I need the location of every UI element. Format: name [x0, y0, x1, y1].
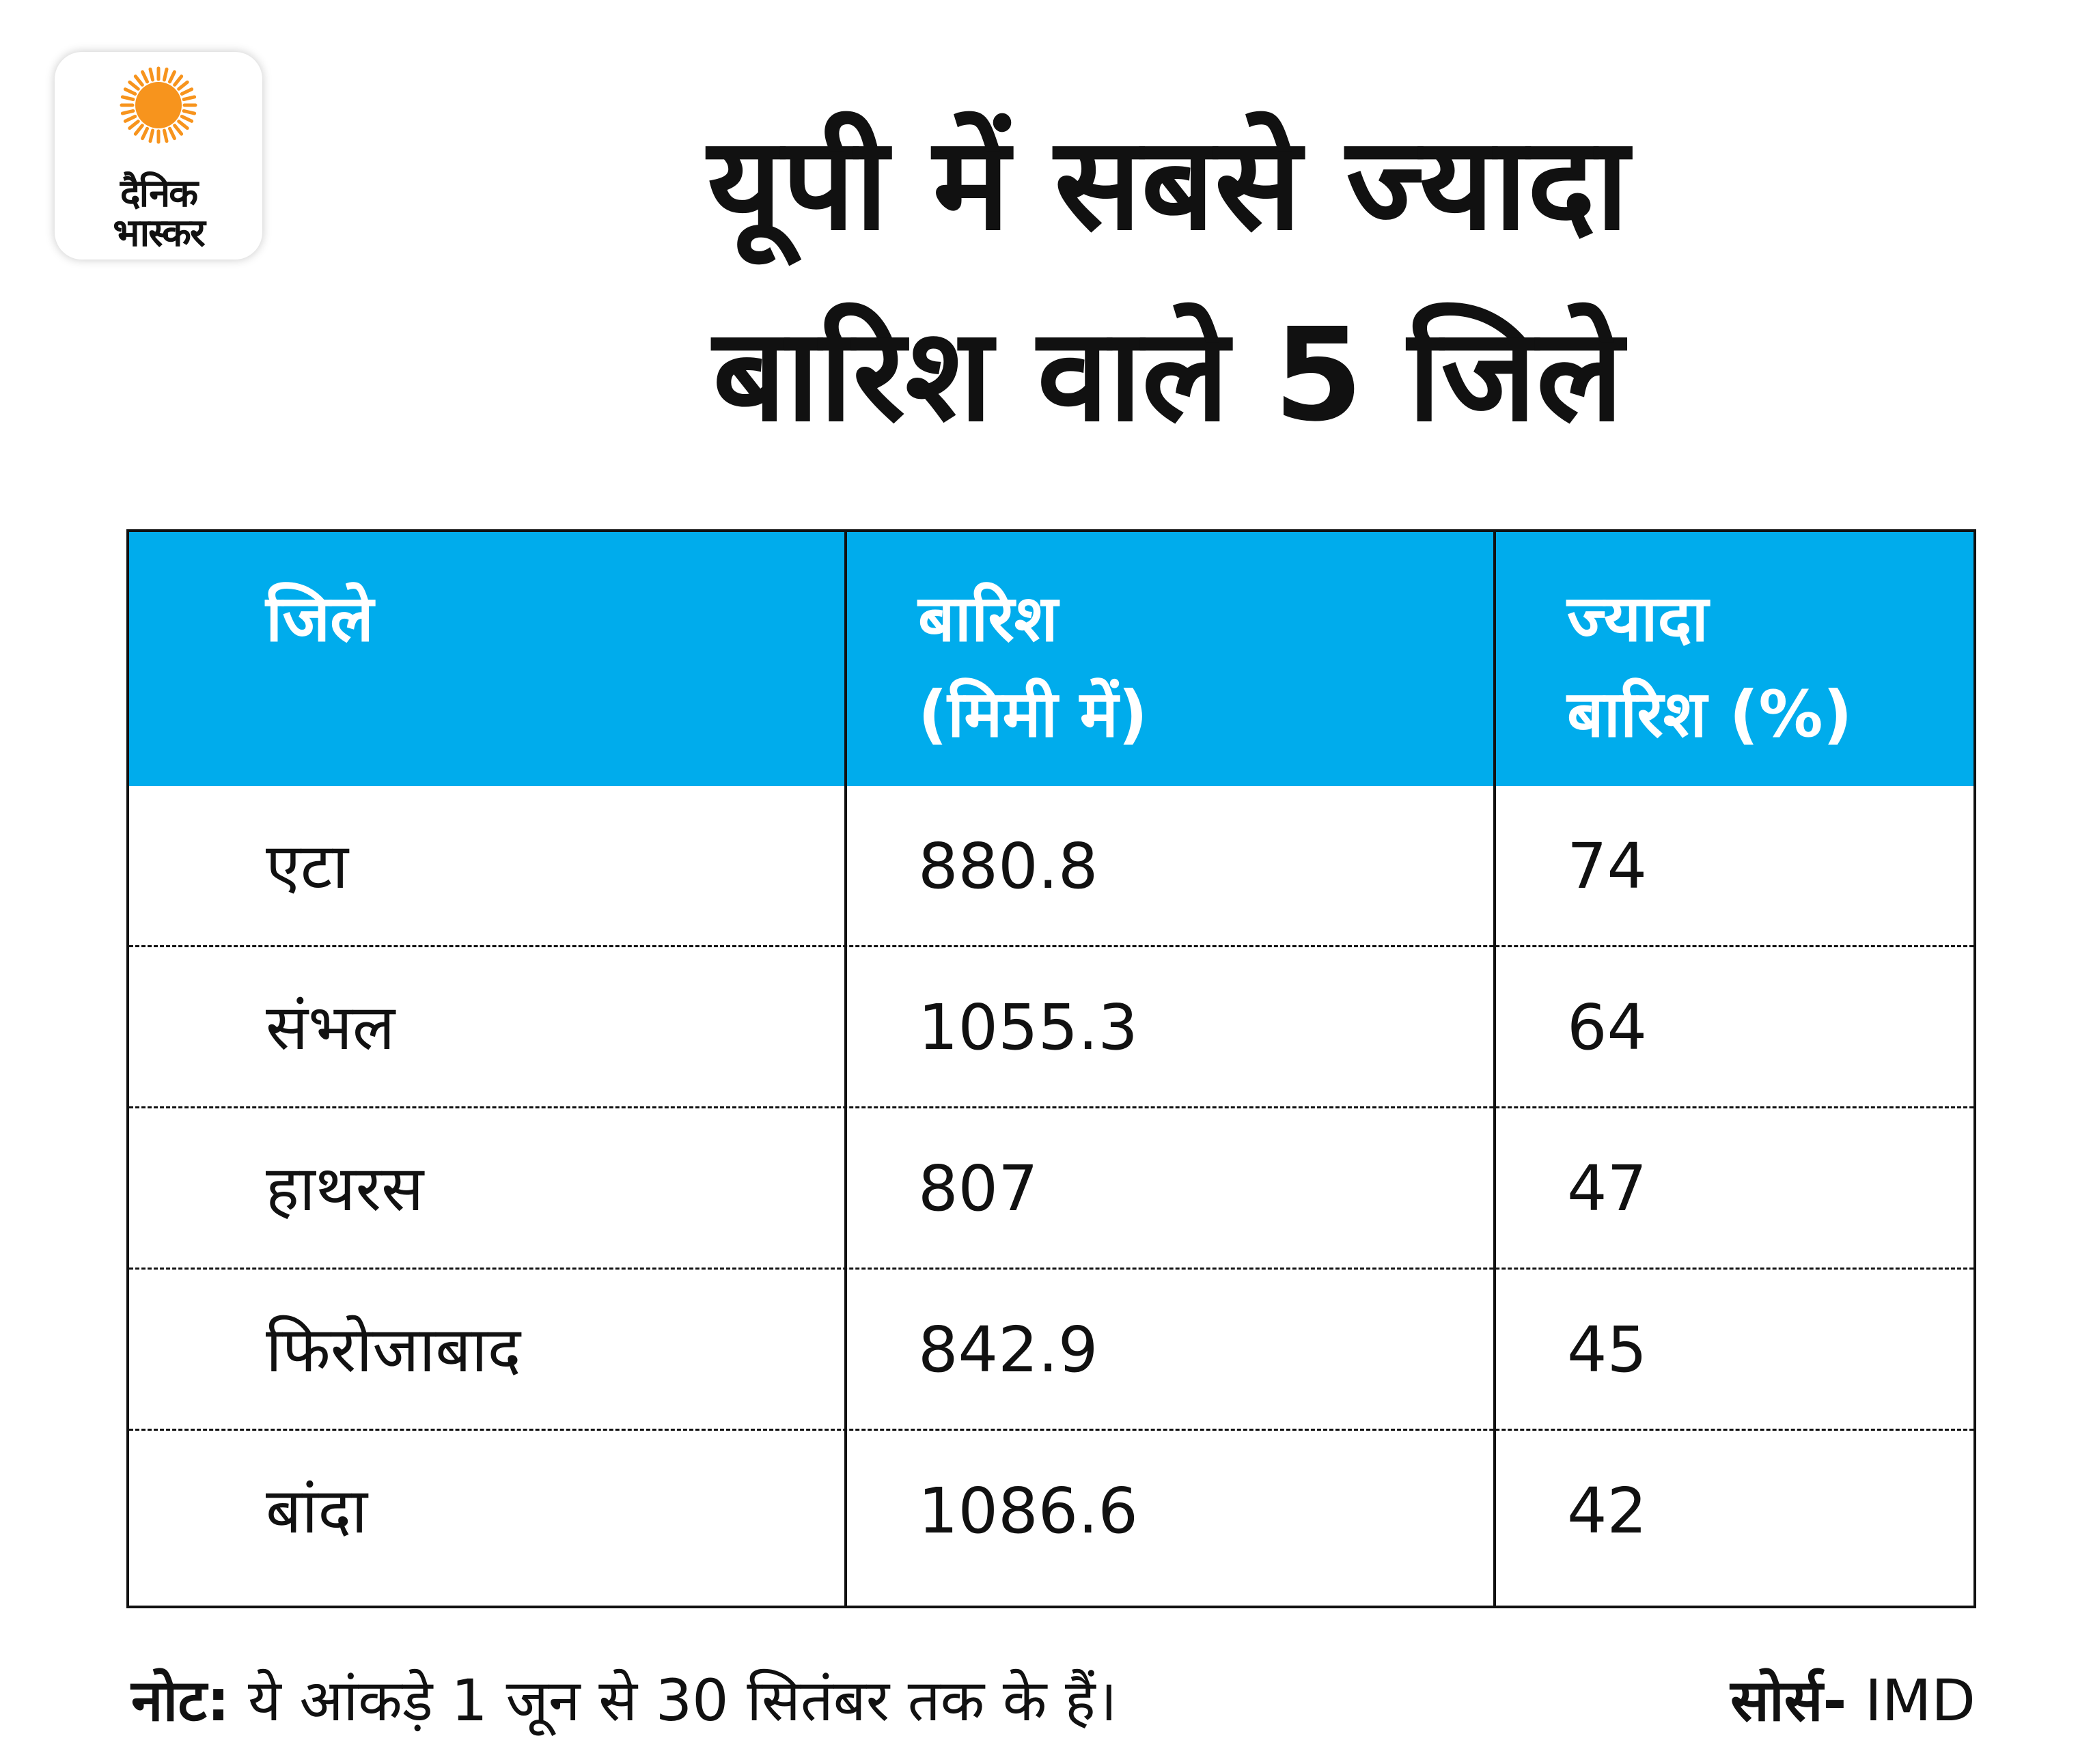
brand-logo: दैनिक भास्कर	[55, 52, 262, 260]
table-row: बांदा 1086.6 42	[129, 1431, 1973, 1592]
footnote: नोट: ये आंकड़े 1 जून से 30 सितंबर तक के …	[131, 1653, 1118, 1748]
rainfall-table: जिले बारिश (मिमी में) ज्यादा बारिश (%) ए…	[126, 529, 1976, 1608]
sun-ray	[148, 128, 155, 143]
sun-ray	[141, 126, 150, 141]
cell-district: फिरोजाबाद	[266, 1313, 521, 1386]
sun-ray	[182, 109, 197, 115]
cell-excess: 47	[1567, 1152, 1648, 1225]
table-row: फिरोजाबाद 842.9 45	[129, 1270, 1973, 1431]
sun-ray	[180, 87, 194, 96]
table-row: संभल 1055.3 64	[129, 947, 1973, 1108]
sun-ray	[173, 74, 184, 87]
cell-district: एटा	[266, 830, 349, 903]
cell-rainfall: 842.9	[918, 1313, 1098, 1386]
sun-ray	[148, 67, 155, 82]
column-divider	[1493, 532, 1496, 1606]
column-header-line1: बारिश	[918, 582, 1058, 656]
column-header-line1: जिले	[266, 582, 374, 656]
source-credit: सोर्स- IMD	[1730, 1653, 1976, 1748]
column-header-district: जिले	[266, 532, 812, 786]
brand-name-line2: भास्कर	[113, 211, 206, 255]
cell-rainfall: 1086.6	[918, 1474, 1138, 1548]
column-header-line2: (मिमी में)	[918, 677, 1148, 752]
source-text: IMD	[1846, 1667, 1976, 1734]
cell-excess: 74	[1567, 830, 1648, 903]
footnote-text: ये आंकड़े 1 जून से 30 सितंबर तक के हैं।	[230, 1667, 1118, 1734]
page-title: यूपी में सबसे ज्यादा बारिश वाले 5 जिले	[383, 89, 1954, 471]
cell-excess: 42	[1567, 1474, 1648, 1548]
cell-rainfall: 807	[918, 1152, 1038, 1225]
sun-ray	[123, 87, 137, 96]
sun-ray	[167, 70, 176, 84]
column-header-line1: ज्यादा	[1567, 582, 1708, 656]
table-row: हाथरस 807 47	[129, 1108, 1973, 1270]
column-header-excess: ज्यादा बारिश (%)	[1567, 532, 1970, 786]
column-divider	[844, 532, 847, 1606]
sun-ray	[120, 95, 135, 102]
title-line2: बारिश वाले 5 जिले	[712, 300, 1624, 450]
cell-excess: 45	[1567, 1313, 1648, 1386]
sun-ray	[141, 70, 150, 84]
cell-rainfall: 880.8	[918, 830, 1098, 903]
sun-ray	[128, 80, 140, 91]
sun-ray	[120, 109, 135, 115]
sun-ray	[123, 114, 137, 123]
cell-district: संभल	[266, 991, 396, 1064]
cell-district: बांदा	[266, 1474, 368, 1548]
sun-ray	[180, 114, 194, 123]
sun-ray	[162, 128, 169, 143]
column-header-line2: बारिश (%)	[1567, 677, 1853, 752]
sun-ray	[177, 120, 189, 130]
cell-excess: 64	[1567, 991, 1648, 1064]
table-header: जिले बारिश (मिमी में) ज्यादा बारिश (%)	[129, 532, 1973, 786]
sun-ray	[167, 126, 176, 141]
sun-icon	[120, 66, 197, 144]
column-header-rainfall: बारिश (मिमी में)	[918, 532, 1533, 786]
table-row: एटा 880.8 74	[129, 786, 1973, 947]
footnote-label: नोट:	[131, 1667, 230, 1734]
sun-ray	[162, 67, 169, 82]
sun-ray	[173, 124, 184, 136]
sun-ray	[133, 74, 144, 87]
cell-district: हाथरस	[266, 1152, 424, 1225]
sun-ray	[133, 124, 144, 136]
sun-ray	[182, 95, 197, 102]
cell-rainfall: 1055.3	[918, 991, 1138, 1064]
brand-name-line1: दैनिक	[120, 171, 198, 216]
title-line1: यूपी में सबसे ज्यादा	[707, 109, 1629, 259]
sun-ray	[177, 80, 189, 91]
source-label: सोर्स-	[1730, 1667, 1847, 1734]
sun-ray	[128, 120, 140, 130]
